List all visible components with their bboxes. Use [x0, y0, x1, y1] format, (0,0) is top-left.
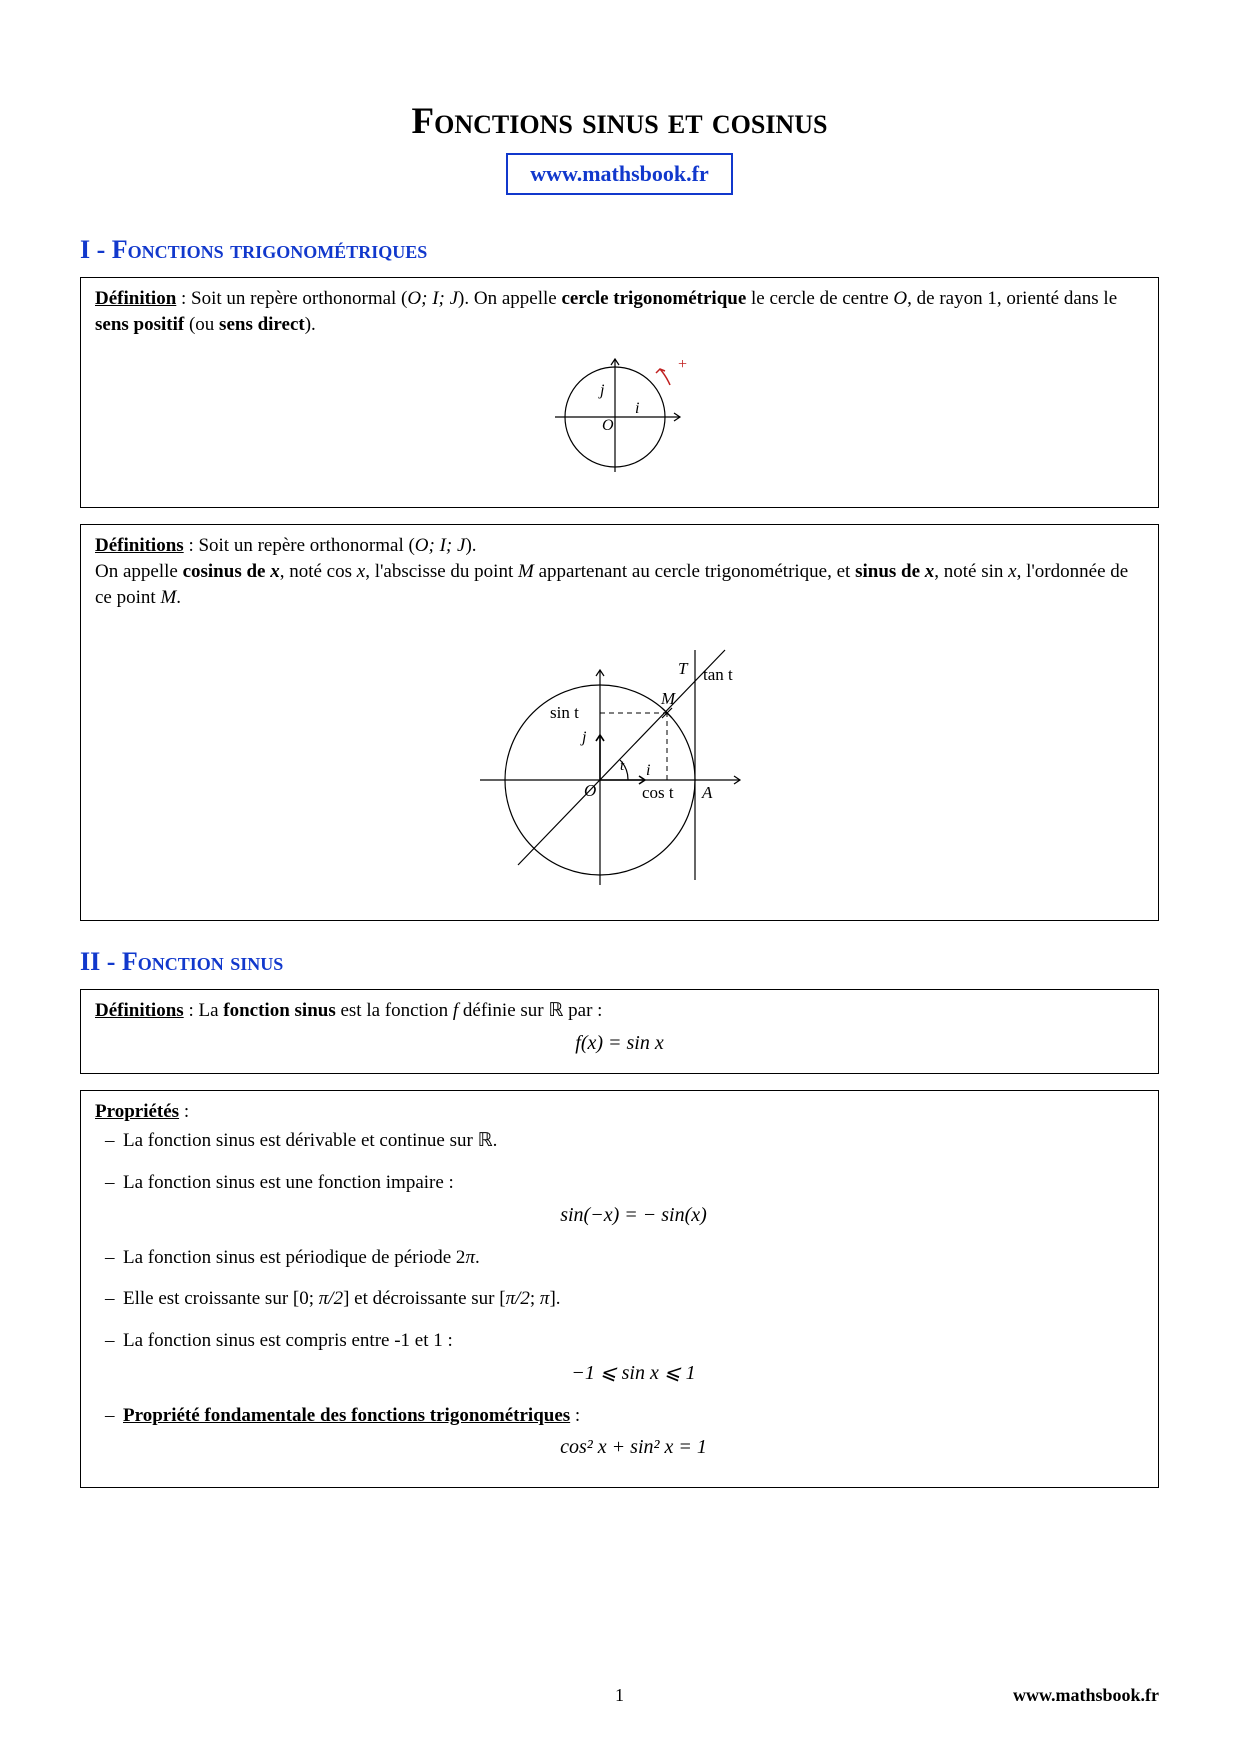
footer-site: www.mathsbook.fr: [1013, 1685, 1159, 1706]
def2-repere: O; I; J: [415, 535, 466, 556]
definition-1-label: Définition: [95, 288, 176, 309]
def2-x1: x: [270, 561, 280, 582]
fig2-M: M: [660, 689, 676, 708]
properties-list: La fonction sinus est dérivable et conti…: [95, 1128, 1144, 1461]
sinus-def-a: : La: [184, 1000, 224, 1021]
def1-term-3: sens direct: [219, 314, 305, 335]
def1-text-a: : Soit un repère orthonormal (: [176, 288, 407, 309]
def2-l2e: , noté sin: [934, 561, 1008, 582]
prop-3: La fonction sinus est périodique de péri…: [105, 1245, 1144, 1271]
site-link[interactable]: www.mathsbook.fr: [506, 153, 732, 195]
prop-1: La fonction sinus est dérivable et conti…: [105, 1128, 1144, 1154]
prop-4: Elle est croissante sur [0; π/2] et décr…: [105, 1286, 1144, 1312]
fig1-j: j⃗: [598, 382, 617, 399]
prop-colon: :: [179, 1101, 189, 1122]
def1-text-c: le cercle de centre: [746, 288, 893, 309]
prop-2-formula: sin(−x) = − sin(x): [123, 1202, 1144, 1229]
fig1-O: O: [602, 417, 614, 434]
def2-l1b: ).: [465, 535, 476, 556]
definition-2-box: Définitions : Soit un repère orthonormal…: [80, 524, 1159, 921]
prop-4-a: Elle est croissante sur [0;: [123, 1288, 319, 1309]
sinus-def-label: Définitions: [95, 1000, 184, 1021]
def2-M1: M: [518, 561, 534, 582]
def2-M2: M: [160, 587, 176, 608]
def1-repere: O; I; J: [407, 288, 458, 309]
prop-4-frac1: π/2: [319, 1288, 343, 1309]
prop-5-formula: −1 ⩽ sin x ⩽ 1: [123, 1360, 1144, 1387]
sinus-def-formula: f(x) = sin x: [95, 1030, 1144, 1057]
prop-6-formula: cos² x + sin² x = 1: [123, 1434, 1144, 1461]
def1-text-d: , de rayon 1, orienté dans le: [907, 288, 1117, 309]
figure-2: O i⃗ j⃗ M A T tan t t sin t cos t: [450, 620, 790, 900]
def2-sin-b: sinus de: [855, 561, 925, 582]
prop-3-b: .: [475, 1247, 480, 1268]
prop-3-a: La fonction sinus est périodique de péri…: [123, 1247, 465, 1268]
def2-x2: x: [357, 561, 365, 582]
def1-term-1: cercle trigonométrique: [561, 288, 746, 309]
prop-6-colon: :: [570, 1405, 580, 1426]
def2-l2a: On appelle: [95, 561, 183, 582]
fig2-O: O: [584, 781, 596, 800]
prop-1-text: La fonction sinus est dérivable et conti…: [123, 1130, 497, 1151]
def1-text-f: ).: [305, 314, 316, 335]
fig2-j: j⃗: [580, 729, 599, 746]
def2-l2b: , noté cos: [280, 561, 357, 582]
fig1-i: i⃗: [635, 400, 652, 417]
def2-x4: x: [1008, 561, 1016, 582]
prop-6-label: Propriété fondamentale des fonctions tri…: [123, 1405, 570, 1426]
sinus-properties-box: Propriétés : La fonction sinus est dériv…: [80, 1090, 1159, 1488]
prop-4-c: ;: [530, 1288, 540, 1309]
sinus-def-c: est la fonction: [336, 1000, 453, 1021]
prop-4-b: ] et décroissante sur [: [343, 1288, 506, 1309]
prop-2-text: La fonction sinus est une fonction impai…: [123, 1172, 454, 1193]
fig2-T: T: [678, 659, 689, 678]
def1-text-b: ). On appelle: [458, 288, 561, 309]
prop-2: La fonction sinus est une fonction impai…: [105, 1170, 1144, 1229]
footer: 1 www.mathsbook.fr: [80, 1685, 1159, 1706]
section-2-heading: II - Fonction sinus: [80, 947, 1159, 977]
prop-4-d: ].: [549, 1288, 560, 1309]
def2-l2g: .: [176, 587, 181, 608]
fig2-sint: sin t: [550, 703, 579, 722]
def2-l2c: , l'abscisse du point: [365, 561, 518, 582]
def2-cos-b: cosinus de: [183, 561, 271, 582]
prop-5-text: La fonction sinus est compris entre -1 e…: [123, 1330, 453, 1351]
page: Fonctions sinus et cosinus www.mathsbook…: [0, 0, 1239, 1754]
page-number: 1: [80, 1685, 1159, 1706]
def2-l1a: : Soit un repère orthonormal (: [184, 535, 415, 556]
sinus-definition-box: Définitions : La fonction sinus est la f…: [80, 989, 1159, 1074]
section-1-heading: I - Fonctions trigonométriques: [80, 235, 1159, 265]
definition-1-box: Définition : Soit un repère orthonormal …: [80, 277, 1159, 508]
prop-4-frac2: π/2: [506, 1288, 530, 1309]
prop-6: Propriété fondamentale des fonctions tri…: [105, 1403, 1144, 1462]
prop-3-pi: π: [465, 1247, 475, 1268]
def2-x3: x: [925, 561, 935, 582]
sinus-def-b: fonction sinus: [223, 1000, 335, 1021]
def1-term-2: sens positif: [95, 314, 184, 335]
def1-text-e: (ou: [184, 314, 219, 335]
fig1-plus: +: [678, 356, 687, 373]
prop-label: Propriétés: [95, 1101, 179, 1122]
fig2-i: i⃗: [646, 762, 663, 779]
page-title: Fonctions sinus et cosinus: [80, 100, 1159, 143]
fig2-A: A: [701, 783, 713, 802]
definition-2-label: Définitions: [95, 535, 184, 556]
fig2-cost: cos t: [642, 783, 674, 802]
def1-O: O: [893, 288, 907, 309]
figure-1: O i⃗ j⃗ +: [530, 347, 710, 487]
fig2-tant: tan t: [703, 665, 733, 684]
sinus-def-d: définie sur ℝ par :: [458, 1000, 602, 1021]
prop-5: La fonction sinus est compris entre -1 e…: [105, 1328, 1144, 1387]
def2-l2d: appartenant au cercle trigonométrique, e…: [534, 561, 855, 582]
